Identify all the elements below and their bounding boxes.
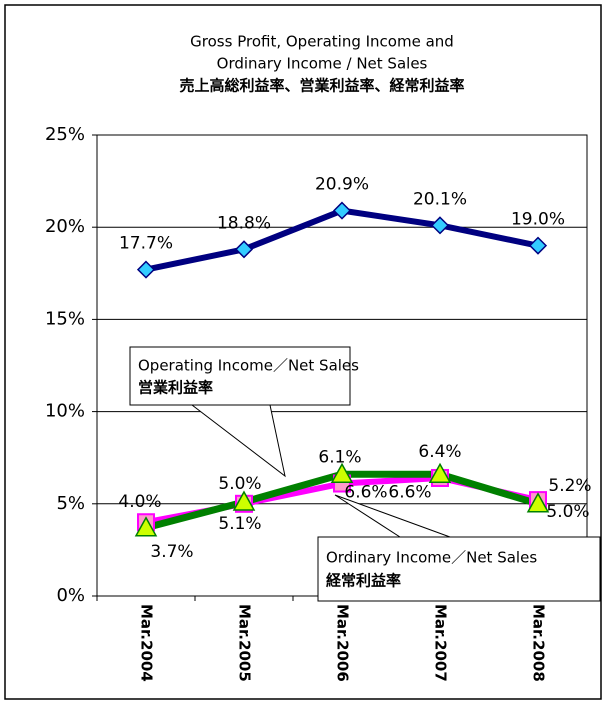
data-label: 5.0% xyxy=(546,502,589,522)
data-point xyxy=(430,216,450,235)
data-label: 3.7% xyxy=(150,542,193,562)
callout-text: 営業利益率 xyxy=(138,379,213,397)
x-tick-label: Mar.2006 xyxy=(334,604,352,682)
data-point xyxy=(526,492,550,513)
data-label: 6.6% xyxy=(388,482,431,502)
data-label: 5.0% xyxy=(218,474,261,494)
x-tick-label: Mar.2007 xyxy=(432,604,450,682)
data-point xyxy=(134,516,158,537)
y-tick-label: 20% xyxy=(45,216,85,237)
x-tick-label: Mar.2004 xyxy=(138,604,156,682)
y-tick-label: 5% xyxy=(56,493,85,514)
data-point xyxy=(136,260,156,279)
data-label: 18.8% xyxy=(217,213,271,233)
data-label: 19.0% xyxy=(511,210,565,230)
data-label: 17.7% xyxy=(119,234,173,254)
data-label: 20.9% xyxy=(315,175,369,195)
data-label: 4.0% xyxy=(118,492,161,512)
y-tick-label: 0% xyxy=(56,585,85,606)
data-point xyxy=(528,236,548,255)
y-tick-label: 15% xyxy=(45,308,85,329)
data-label: 6.1% xyxy=(318,448,361,468)
data-point xyxy=(234,240,254,259)
data-point xyxy=(428,462,452,484)
data-point xyxy=(330,462,354,484)
data-label: 6.4% xyxy=(418,442,461,462)
chart-title: Gross Profit, Operating Income and xyxy=(190,33,454,51)
y-tick-label: 25% xyxy=(45,124,85,145)
callout-text: 経常利益率 xyxy=(326,572,401,590)
callout-text: Operating Income／Net Sales xyxy=(138,357,359,375)
y-tick-label: 10% xyxy=(45,401,85,422)
callout-box xyxy=(317,536,601,602)
data-point xyxy=(332,201,352,220)
data-label: 5.2% xyxy=(548,476,591,496)
data-point xyxy=(232,490,256,511)
chart-title: Ordinary Income / Net Sales xyxy=(217,55,428,73)
callout-text: Ordinary Income／Net Sales xyxy=(326,549,537,567)
x-tick-label: Mar.2008 xyxy=(530,604,548,682)
chart-title: 売上高総利益率、営業利益率、経常利益率 xyxy=(179,77,464,95)
data-label: 5.1% xyxy=(218,514,261,534)
callout-box xyxy=(129,346,351,406)
x-tick-label: Mar.2005 xyxy=(236,604,254,682)
data-label: 6.6% xyxy=(344,482,387,502)
data-label: 20.1% xyxy=(413,189,467,209)
